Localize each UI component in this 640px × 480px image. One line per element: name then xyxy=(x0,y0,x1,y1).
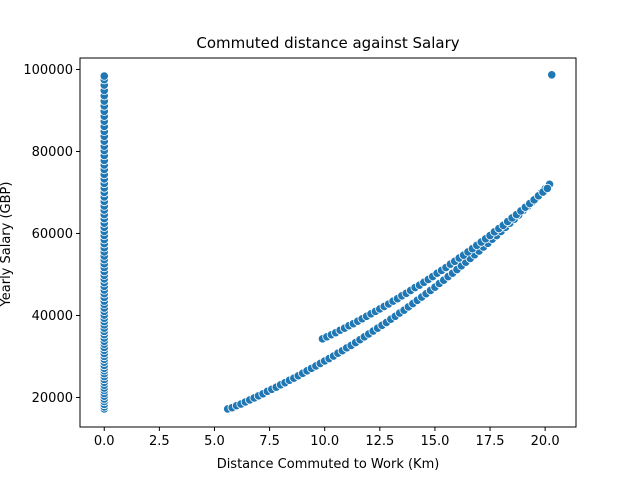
x-tick-label: 12.5 xyxy=(365,434,394,449)
x-axis-title: Distance Commuted to Work (Km) xyxy=(217,457,440,472)
x-tick-label: 2.5 xyxy=(149,434,170,449)
data-point xyxy=(542,183,552,193)
y-tick-label: 20000 xyxy=(32,391,73,406)
y-tick-label: 80000 xyxy=(32,145,73,160)
data-point xyxy=(99,71,109,81)
chart-title: Commuted distance against Salary xyxy=(196,34,459,52)
points-layer xyxy=(99,70,557,414)
y-tick-label: 40000 xyxy=(32,309,73,324)
x-tick-label: 7.5 xyxy=(259,434,280,449)
x-tick-label: 10.0 xyxy=(310,434,339,449)
x-tick-label: 17.5 xyxy=(476,434,505,449)
axes-layer: 0.0 2.5 5.0 7.5 10.0 12.5 15.0 17.5 20.0 20000 400… xyxy=(23,57,577,449)
y-axis-title: Yearly Salary (GBP) xyxy=(0,182,14,308)
y-tick-label: 60000 xyxy=(32,227,73,242)
plot-frame xyxy=(79,57,577,428)
x-tick-label: 20.0 xyxy=(531,434,560,449)
x-tick-label: 5.0 xyxy=(204,434,225,449)
y-tick-label: 100000 xyxy=(23,63,73,78)
x-tick-label: 0.0 xyxy=(94,434,115,449)
data-point xyxy=(547,70,557,80)
x-tick-label: 15.0 xyxy=(420,434,449,449)
